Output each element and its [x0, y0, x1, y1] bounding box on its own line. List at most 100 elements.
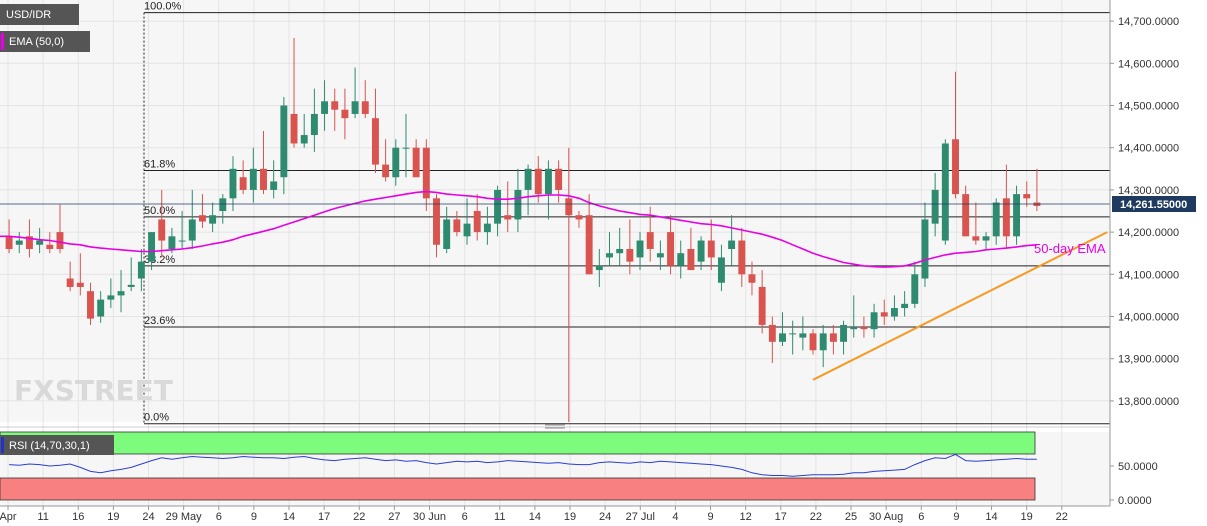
candle: [36, 227, 44, 254]
candle: [656, 240, 664, 271]
candle: [677, 240, 685, 279]
candle: [921, 202, 929, 287]
candle: [219, 194, 227, 224]
candle: [748, 261, 756, 296]
candle: [158, 189, 166, 258]
candle: [992, 198, 1000, 245]
rsi-line: [9, 453, 1037, 477]
x-tick-label: 30 Aug: [869, 511, 903, 523]
x-tick-label: 12: [740, 511, 752, 523]
ema-line: [0, 190, 1037, 268]
ema-annotation: 50-day EMA: [1034, 241, 1106, 256]
candle: [97, 291, 105, 323]
x-tick-label: 22: [353, 511, 365, 523]
candle: [524, 164, 532, 216]
x-tick-label: 19: [107, 511, 119, 523]
ema-badge: [0, 31, 90, 52]
candle: [717, 244, 725, 292]
candle: [870, 303, 878, 338]
candle: [402, 113, 410, 178]
x-tick-label: 24: [142, 511, 154, 523]
candle: [544, 160, 552, 220]
candle: [107, 278, 115, 309]
x-tick-label: 9: [251, 511, 257, 523]
last-price-tag: [1112, 196, 1196, 212]
x-tick-label: 17: [775, 511, 787, 523]
y-tick-label: 13,800.0000: [1118, 396, 1179, 408]
candle: [494, 185, 502, 237]
candle: [504, 181, 512, 233]
candle: [422, 139, 430, 211]
y-tick-label: 14,700.0000: [1118, 16, 1179, 28]
rsi-overbought-zone: [0, 431, 1036, 455]
x-tick-label: 22: [1056, 511, 1068, 523]
candle: [779, 312, 786, 347]
fib-level-label: 50.0%: [144, 205, 175, 217]
candle: [392, 139, 400, 186]
candle: [819, 324, 827, 368]
candle: [860, 316, 868, 338]
x-tick-label: 30 Jun: [413, 511, 446, 523]
candle: [168, 227, 176, 254]
rsi-oversold-zone: [0, 477, 1036, 501]
y-axis: 14,700.0000 14,600.0000 14,500.0000 14,400.…: [1110, 16, 1179, 408]
support-trendline: [812, 231, 1108, 381]
instrument-badge: [0, 4, 79, 25]
candle: [626, 219, 634, 275]
candle: [840, 320, 848, 355]
x-tick-label: 19: [1021, 511, 1033, 523]
pane-resize-handle[interactable]: [545, 424, 565, 429]
x-tick-label: 6: [216, 511, 222, 523]
candle: [382, 139, 390, 182]
y-tick-label: 14,000.0000: [1118, 312, 1179, 324]
candle: [758, 270, 766, 334]
candle: [188, 189, 196, 249]
rsi-tick-label: 0.0000: [1118, 495, 1152, 507]
fib-level-label: 61.8%: [144, 158, 175, 170]
y-tick-label: 13,900.0000: [1118, 354, 1179, 366]
candle: [260, 130, 267, 195]
y-tick-label: 14,600.0000: [1118, 58, 1179, 70]
candle: [901, 291, 909, 317]
x-tick-label: 6: [918, 511, 924, 523]
y-tick-label: 14,500.0000: [1118, 101, 1179, 113]
candle: [300, 113, 308, 148]
fib-level-label: 0.0%: [144, 412, 169, 424]
x-tick-label: 9: [707, 511, 713, 523]
y-tick-label: 14,200.0000: [1118, 227, 1179, 239]
candle: [911, 261, 919, 309]
candle: [310, 88, 318, 152]
rsi-swatch: [1, 437, 4, 453]
candle: [931, 173, 939, 237]
candle: [697, 236, 705, 271]
rsi-badge: [0, 435, 114, 455]
candle: [667, 215, 675, 275]
x-tick-label: 14: [529, 511, 541, 523]
candle: [433, 194, 440, 258]
candle: [707, 219, 715, 271]
candle: [809, 329, 817, 355]
fib-level-label: 100.0%: [144, 1, 182, 13]
candle: [117, 270, 125, 313]
y-tick-label: 14,100.0000: [1118, 269, 1179, 281]
candle: [972, 202, 980, 245]
candle: [331, 88, 339, 131]
x-tick-label: 22: [810, 511, 822, 523]
grid: [0, 0, 1110, 506]
candle: [636, 232, 644, 271]
ema-swatch: [1, 33, 4, 50]
candle: [941, 139, 949, 245]
candle: [768, 316, 776, 363]
candle: [463, 198, 471, 245]
candle: [738, 227, 746, 287]
candle: [728, 215, 736, 266]
candle: [249, 147, 257, 203]
candle: [351, 67, 359, 119]
candle: [453, 211, 461, 237]
candle: [198, 194, 206, 228]
candle: [361, 80, 369, 119]
candle: [473, 194, 481, 241]
candle: [1013, 185, 1021, 245]
candle: [565, 147, 573, 422]
